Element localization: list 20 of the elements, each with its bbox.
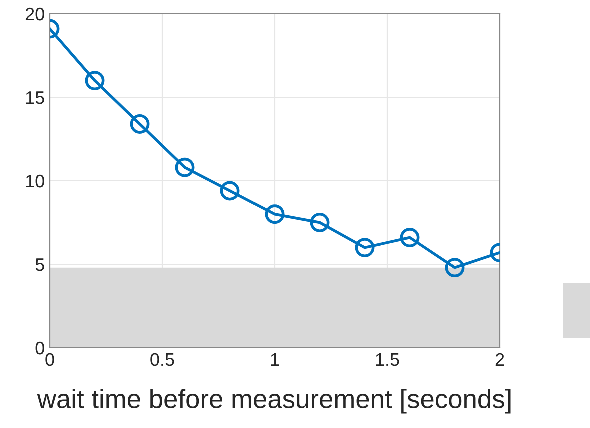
- y-tick-label: 20: [26, 8, 44, 21]
- y-tick-label: 10: [26, 174, 44, 188]
- point: [310, 213, 330, 232]
- y-tick-label: 5: [36, 258, 44, 272]
- x-tick-label: 1: [271, 354, 280, 366]
- x-tick-label: 1.5: [376, 354, 400, 366]
- y-tick-label: 0: [36, 342, 44, 355]
- point: [130, 114, 150, 134]
- point: [175, 158, 195, 178]
- point: [355, 238, 375, 258]
- point: [265, 204, 285, 224]
- x-tick-label: 2: [496, 353, 504, 366]
- y-tick-label: 15: [26, 92, 44, 104]
- point: [220, 181, 240, 201]
- x-tick-label: 0.5: [150, 353, 174, 366]
- point: [85, 71, 105, 91]
- x-tick-label: 0: [46, 353, 54, 366]
- point: [400, 228, 420, 248]
- x-axis-title: wait time before measurement [seconds]: [37, 389, 511, 414]
- point: [445, 258, 465, 278]
